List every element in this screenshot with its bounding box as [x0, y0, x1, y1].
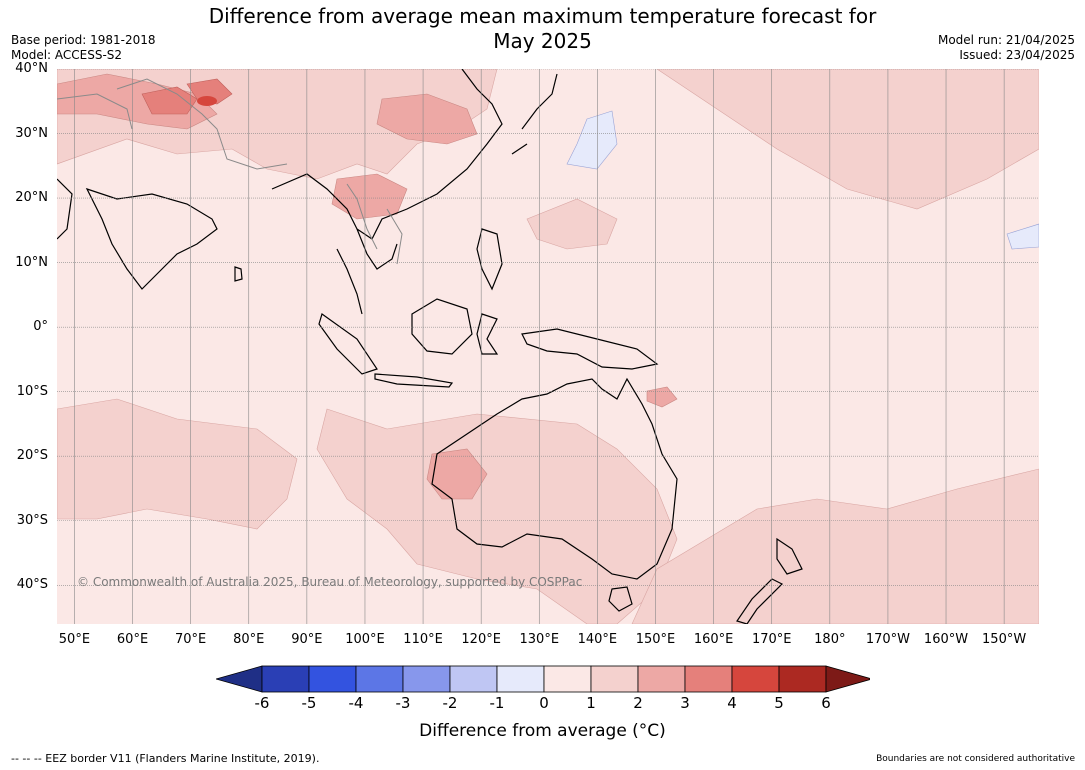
longitude-label: 170°E	[751, 632, 792, 647]
latitude-label: 0°	[33, 319, 48, 335]
map-canvas	[57, 69, 1039, 624]
gridlines	[57, 69, 1039, 624]
longitude-label: 90°E	[291, 632, 323, 647]
title-line-2: May 2025	[493, 29, 592, 53]
anomaly-2-to-3-regions	[57, 73, 678, 500]
tasmania-coast	[608, 586, 633, 612]
meta-left: Base period: 1981-2018 Model: ACCESS-S2	[11, 33, 156, 63]
japan-coast	[511, 73, 558, 155]
latitude-label: 20°S	[16, 448, 48, 464]
latitude-label: 20°N	[15, 190, 48, 206]
colorbar-segment	[449, 665, 498, 693]
sri-lanka-coast	[234, 266, 243, 282]
colorbar-segment	[261, 665, 310, 693]
longitude-label: 60°E	[116, 632, 149, 647]
longitude-label: 160°E	[693, 632, 734, 647]
colorbar-tick-label: 0	[539, 694, 549, 712]
colorbar-segment	[402, 665, 451, 693]
title-line-1: Difference from average mean maximum tem…	[208, 4, 877, 28]
forecast-map	[57, 69, 1039, 624]
model-name: Model: ACCESS-S2	[11, 48, 123, 62]
anomaly-4-to-5-regions	[197, 96, 217, 106]
boundaries-disclaimer: Boundaries are not considered authoritat…	[876, 754, 1075, 764]
arabia-coast	[57, 178, 73, 240]
colorbar-segment	[684, 665, 733, 693]
longitude-label: 160°W	[923, 632, 969, 647]
colorbar-tick-label: 5	[774, 694, 784, 712]
sulawesi-coast	[476, 313, 499, 355]
borneo-coast	[411, 298, 473, 355]
longitude-label: 50°E	[58, 632, 91, 647]
longitude-label: 180°	[814, 632, 846, 647]
model-run: Model run: 21/04/2025	[937, 33, 1075, 47]
coastlines	[57, 69, 803, 624]
longitude-label: 110°E	[403, 632, 443, 647]
colorbar-extend-high	[825, 665, 870, 693]
latitude-label: 30°N	[15, 125, 48, 141]
philippines-coast	[476, 228, 503, 291]
colorbar-tick-label: -6	[254, 694, 270, 712]
longitude-label: 170°W	[865, 632, 911, 647]
india-coast	[85, 187, 218, 290]
latitude-label: 40°N	[15, 61, 48, 76]
longitude-label: 150°W	[982, 632, 1027, 647]
colorbar-tick-label: -3	[395, 694, 411, 712]
longitude-label: 100°E	[345, 632, 385, 647]
australia-coast	[431, 377, 678, 580]
colorbar-tick-label: 2	[633, 694, 643, 712]
colorbar-tick-label: -5	[301, 694, 317, 712]
copyright-notice: © Commonwealth of Australia 2025, Bureau…	[77, 575, 583, 589]
longitude-label: 70°E	[175, 632, 207, 647]
colorbar-segment	[731, 665, 780, 693]
longitude-label: 120°E	[461, 632, 501, 647]
anomaly-3-to-4-regions	[141, 78, 233, 115]
meta-right: Model run: 21/04/2025 Issued: 23/04/2025	[938, 33, 1075, 63]
latitude-label: 10°S	[16, 383, 48, 399]
latitude-label: 10°N	[15, 254, 48, 270]
eez-border-note: -- -- -- EEZ border V11 (Flanders Marine…	[11, 752, 320, 765]
colorbar-tick-label: 6	[821, 694, 831, 712]
colorbar-segment	[778, 665, 827, 693]
colorbar-extend-low	[216, 665, 263, 693]
longitude-label: 150°E	[635, 632, 676, 647]
colorbar-tick-label: -1	[489, 694, 505, 712]
new-zealand-coast	[736, 537, 803, 624]
longitude-label: 130°E	[519, 632, 560, 647]
colorbar	[216, 665, 870, 693]
southeast-asia-coast	[271, 69, 503, 315]
anomaly-neg-1-to-0-regions	[566, 110, 1039, 250]
colorbar-tick-label: -4	[348, 694, 364, 712]
colorbar-segment	[543, 665, 592, 693]
issued-date: Issued: 23/04/2025	[959, 48, 1075, 62]
colorbar-title: Difference from average (°C)	[419, 721, 666, 741]
colorbar-segment	[637, 665, 686, 693]
colorbar-segment	[496, 665, 545, 693]
latitude-label: 40°S	[16, 577, 48, 593]
base-period: Base period: 1981-2018	[11, 33, 156, 47]
country-borders	[57, 78, 403, 265]
longitude-label: 140°E	[577, 632, 618, 647]
colorbar-tick-label: 1	[586, 694, 596, 712]
java-coast	[374, 373, 454, 388]
map-title: Difference from average mean maximum tem…	[0, 4, 1085, 54]
colorbar-segment	[355, 665, 404, 693]
colorbar-tick-label: 3	[680, 694, 690, 712]
sumatra-coast	[318, 313, 378, 375]
colorbar-tick-label: -2	[442, 694, 458, 712]
new-guinea-coast	[521, 328, 659, 370]
colorbar-segment	[590, 665, 639, 693]
colorbar-segment	[308, 665, 357, 693]
latitude-label: 30°S	[16, 512, 48, 528]
longitude-label: 80°E	[233, 632, 265, 647]
colorbar-tick-label: 4	[727, 694, 737, 712]
